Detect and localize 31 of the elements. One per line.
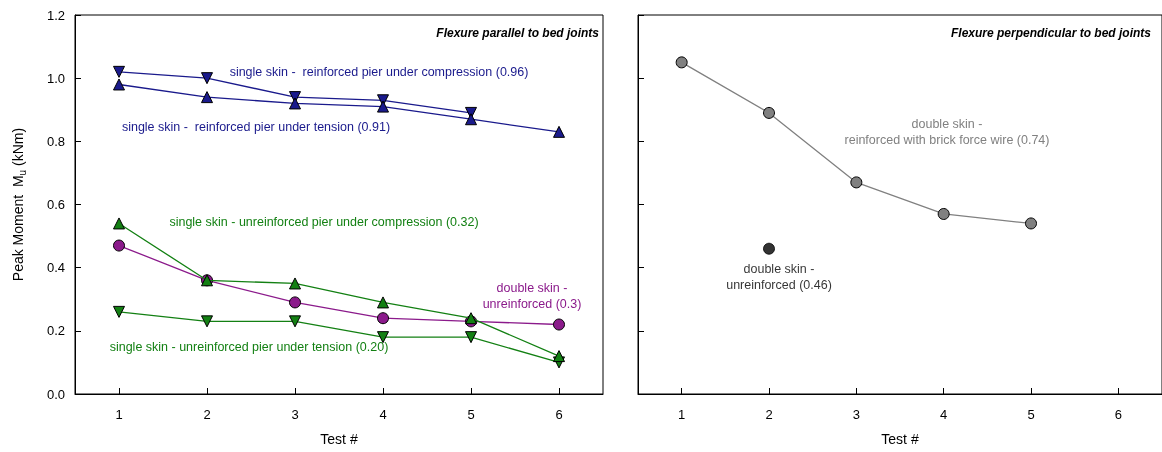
x-axis-title: Test #	[320, 431, 358, 447]
y-tick-label: 0.4	[46, 260, 65, 276]
series-label: single skin - unreinforced pier under compression (0.32)	[169, 215, 479, 230]
series-label: single skin - reinforced pier under compression (0.96)	[229, 65, 529, 80]
y-tick-label: 0.2	[46, 323, 65, 339]
x-tick-label: 5	[1027, 407, 1035, 422]
x-tick-label: 5	[467, 407, 475, 422]
y-tick-label: 1.0	[46, 70, 65, 86]
series-label: single skin - unreinforced pier under tension (0.20)	[109, 339, 389, 354]
x-tick-label: 6	[1114, 407, 1122, 422]
x-tick-label: 4	[940, 407, 948, 422]
y-tick-label: 0.8	[46, 133, 65, 149]
y-tick-label: 0.6	[46, 197, 65, 212]
x-tick-label: 2	[765, 407, 773, 422]
text: Flexure parallel to bed joints	[436, 26, 600, 40]
series-label: double skin - unreinforced (0.46)	[726, 261, 832, 292]
x-tick-label: 6	[555, 407, 563, 422]
x-tick-label: 1	[678, 407, 686, 422]
text: Flexure perpendicular to bed joints	[950, 26, 1152, 40]
x-tick-label: 1	[115, 407, 123, 422]
series-label: single skin - reinforced pier under tension (0.91)	[121, 120, 391, 135]
x-tick-label: 3	[291, 407, 299, 422]
x-tick-label: 3	[852, 407, 860, 422]
x-tick-label: 2	[203, 407, 211, 422]
x-axis-title: Test #	[881, 431, 919, 447]
y-tick-label: 1.2	[46, 7, 65, 23]
x-tick-label: 4	[379, 407, 387, 422]
y-axis-title: Peak Moment Mu (kNm)	[10, 127, 28, 282]
series-label: double skin - reinforced with brick force wire (0.74)	[844, 116, 1050, 147]
series-label: double skin - unreinforced (0.3)	[482, 280, 582, 311]
y-tick-label: 0.0	[46, 386, 65, 402]
